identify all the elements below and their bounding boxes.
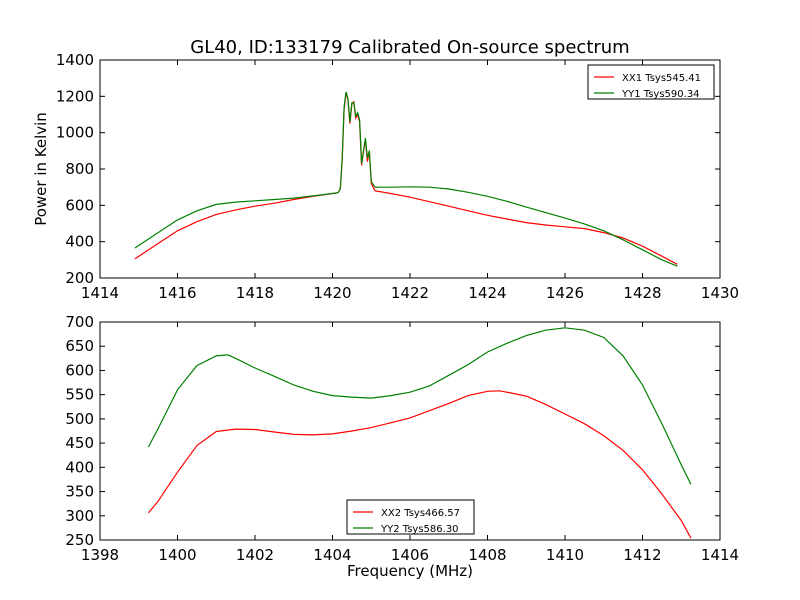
bottom-y-tick-label: 600 <box>65 361 94 379</box>
bottom-y-tick-label: 300 <box>65 507 94 525</box>
top-y-tick-label: 1200 <box>56 87 94 105</box>
bottom-x-axis-label: Frequency (MHz) <box>347 562 473 580</box>
top-y-tick-label: 1000 <box>56 124 94 142</box>
top-y-tick-label: 400 <box>65 233 94 251</box>
bottom-y-tick-label: 650 <box>65 337 94 355</box>
bottom-y-tick-label: 250 <box>65 531 94 549</box>
top-y-tick-label: 1400 <box>56 51 94 69</box>
bottom-series-line-2 <box>147 327 692 485</box>
bottom-y-tick-label: 550 <box>65 386 94 404</box>
top-y-tick-label: 800 <box>65 160 94 178</box>
top-x-tick-label: 1416 <box>158 284 196 302</box>
bottom-x-tick-label: 1410 <box>546 546 584 564</box>
bottom-y-tick-label: 500 <box>65 410 94 428</box>
chart-title: GL40, ID:133179 Calibrated On-source spe… <box>190 37 629 58</box>
top-x-tick-label: 1418 <box>236 284 274 302</box>
top-x-tick-label: 1428 <box>623 284 661 302</box>
top-legend-label-1: XX1 Tsys545.41 <box>622 73 701 84</box>
bottom-x-tick-label: 1398 <box>81 546 119 564</box>
top-y-axis-label: Power in Kelvin <box>32 112 50 226</box>
top-y-tick-label: 600 <box>65 196 94 214</box>
bottom-x-tick-label: 1412 <box>623 546 661 564</box>
bottom-x-tick-label: 1414 <box>701 546 739 564</box>
bottom-series-line-1 <box>147 390 692 539</box>
top-legend: XX1 Tsys545.41 YY1 Tsys590.34 <box>587 64 715 100</box>
top-x-tick-label: 1422 <box>391 284 429 302</box>
bottom-x-tick-label: 1400 <box>158 546 196 564</box>
bottom-legend-label-1: XX2 Tsys466.57 <box>381 508 460 519</box>
top-x-tick-label: 1414 <box>81 284 119 302</box>
bottom-y-tick-label: 350 <box>65 483 94 501</box>
top-x-tick-label: 1430 <box>701 284 739 302</box>
top-y-tick-label: 200 <box>65 269 94 287</box>
top-plot-area: 1414 1416 1418 1420 1422 1424 1426 1428 1430 200 4… <box>56 51 739 302</box>
top-legend-label-2: YY1 Tsys590.34 <box>621 89 700 100</box>
bottom-x-tick-label: 1406 <box>391 546 429 564</box>
bottom-y-tick-label: 400 <box>65 458 94 476</box>
bottom-x-tick-label: 1402 <box>236 546 274 564</box>
bottom-x-tick-label: 1408 <box>468 546 506 564</box>
bottom-x-tick-label: 1404 <box>313 546 351 564</box>
bottom-plot-area: 1398 1400 1402 1404 1406 1408 1410 1412 1414 250 3… <box>65 313 739 564</box>
bottom-legend-label-2: YY2 Tsys586.30 <box>380 524 459 535</box>
top-x-tick-label: 1420 <box>313 284 351 302</box>
bottom-y-tick-label: 450 <box>65 434 94 452</box>
bottom-legend: XX2 Tsys466.57 YY2 Tsys586.30 <box>346 499 475 535</box>
bottom-y-tick-label: 700 <box>65 313 94 331</box>
top-x-tick-label: 1426 <box>546 284 584 302</box>
top-x-tick-label: 1424 <box>468 284 506 302</box>
top-series-line-2 <box>134 91 678 267</box>
